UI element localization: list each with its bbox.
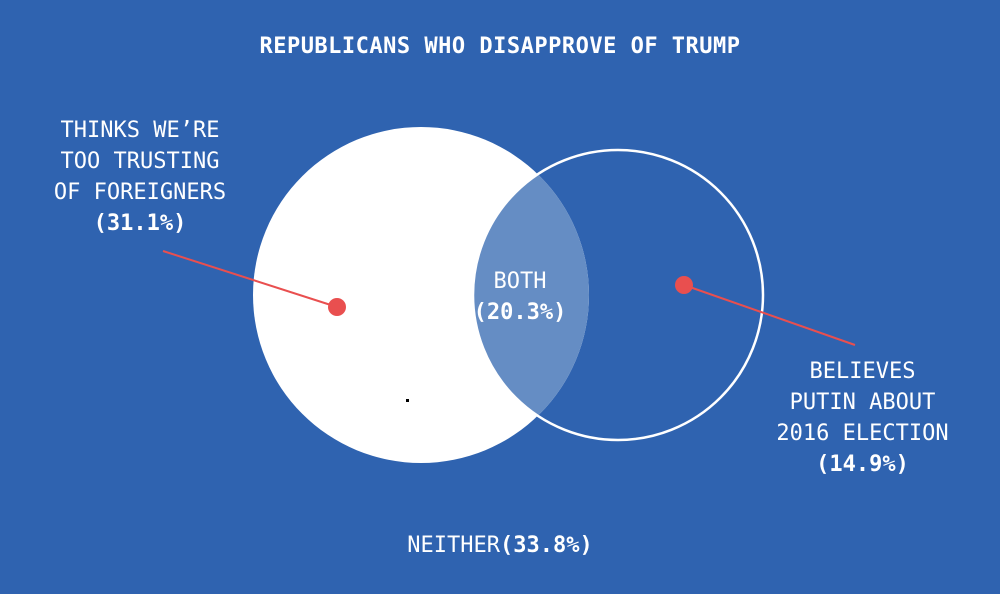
right-set-label-line-1: BELIEVES [809,359,916,384]
diagram-title: REPUBLICANS WHO DISAPPROVE OF TRUMP [259,34,741,59]
overlap-label-text: BOTH [493,269,547,294]
right-pointer-line [683,284,856,346]
neither-label: NEITHER(33.8%) [300,530,700,561]
neither-percent: (33.8%) [500,533,593,558]
left-pointer-dot [328,298,346,316]
left-set-label-line-3: OF FOREIGNERS [53,180,227,205]
overlap-label: BOTH (20.3%) [420,266,620,328]
neither-label-text: NEITHER [407,533,500,558]
overlap-percent: (20.3%) [473,300,567,325]
left-set-percent: (31.1%) [93,211,187,236]
right-pointer-dot [675,276,693,294]
overlap-region [473,150,589,440]
right-set-label-line-2: PUTIN ABOUT [789,390,936,415]
right-set-percent: (14.9%) [816,452,909,477]
right-set-label: BELIEVES PUTIN ABOUT 2016 ELECTION (14.9… [745,356,980,480]
left-set-label-line-1: THINKS WE’RE [60,118,220,143]
left-set-label-line-2: TOO TRUSTING [60,149,220,174]
right-set-circle [471,148,765,442]
stray-dot [406,399,409,402]
left-pointer-line [162,250,338,308]
left-set-label: THINKS WE’RE TOO TRUSTING OF FOREIGNERS … [30,115,250,239]
right-set-label-line-3: 2016 ELECTION [776,421,949,446]
